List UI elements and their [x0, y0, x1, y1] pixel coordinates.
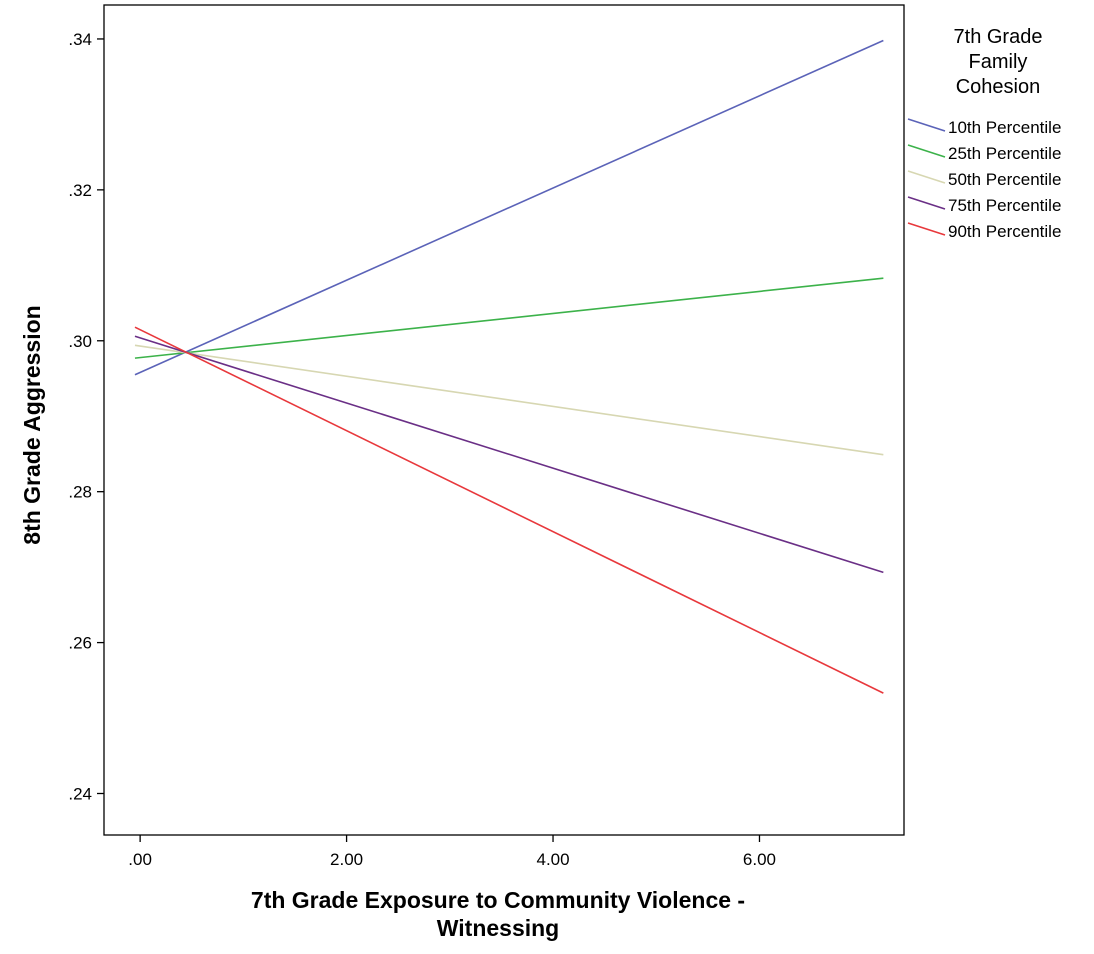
x-tick-label: 4.00 — [536, 850, 569, 869]
y-tick-label: .34 — [68, 30, 92, 49]
series-line-4 — [134, 335, 884, 574]
y-tick-label: .26 — [68, 634, 92, 653]
series-lines — [134, 39, 884, 694]
legend-items: 10th Percentile 25th Percentile 50th Perce… — [907, 118, 1061, 241]
legend-title-line-3: Cohesion — [956, 76, 1041, 98]
legend-label: 25th Percentile — [948, 144, 1061, 163]
x-tick-label: 6.00 — [743, 850, 776, 869]
series-line-5 — [134, 326, 884, 694]
legend-swatch — [907, 222, 946, 236]
x-axis-title-line-2: Witnessing — [437, 915, 559, 941]
y-tick-label: .32 — [68, 181, 92, 200]
series-line-3 — [134, 344, 884, 456]
legend-swatch — [907, 196, 946, 210]
legend-label: 10th Percentile — [948, 118, 1061, 137]
y-axis-title: 8th Grade Aggression — [19, 305, 45, 544]
plot-frame — [103, 4, 905, 836]
legend-swatch — [907, 118, 946, 132]
legend: 7th Grade Family Cohesion 10th Percentil… — [907, 26, 1061, 241]
legend-title-line-1: 7th Grade — [954, 26, 1043, 48]
y-axis: .24 .26 .28 .30 .32 .34 — [68, 30, 104, 804]
x-tick-label: 2.00 — [330, 850, 363, 869]
x-axis-title-line-1: 7th Grade Exposure to Community Violence… — [251, 887, 745, 913]
x-tick-label: .00 — [128, 850, 152, 869]
y-tick-label: .30 — [68, 332, 92, 351]
legend-label: 75th Percentile — [948, 196, 1061, 215]
x-axis: .00 2.00 4.00 6.00 — [128, 835, 776, 869]
legend-swatch — [907, 170, 946, 184]
legend-label: 50th Percentile — [948, 170, 1061, 189]
series-line-2 — [134, 277, 884, 359]
y-tick-label: .28 — [68, 483, 92, 502]
legend-swatch — [907, 144, 946, 158]
series-line-1 — [134, 39, 884, 376]
y-tick-label: .24 — [68, 785, 92, 804]
legend-title-line-2: Family — [969, 51, 1028, 73]
legend-label: 90th Percentile — [948, 222, 1061, 241]
